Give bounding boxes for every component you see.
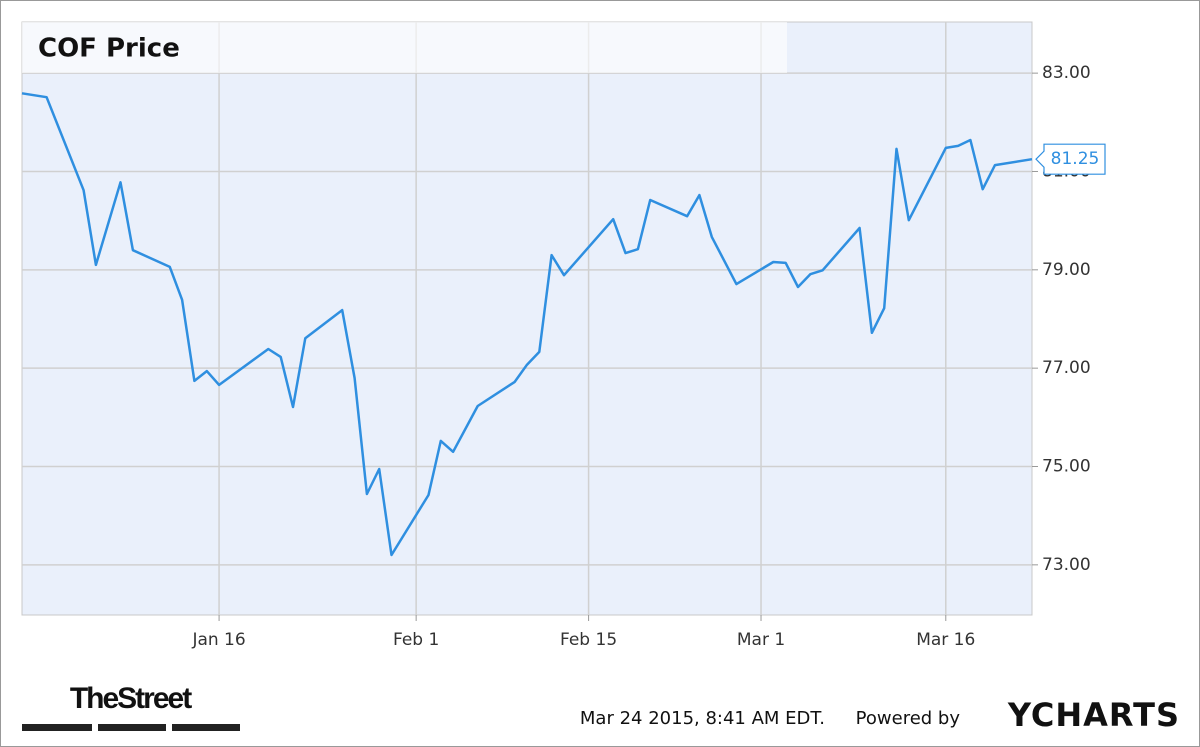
- chart-title: COF Price: [38, 34, 180, 64]
- plot-area: [21, 21, 1033, 616]
- brand-bar: [172, 724, 240, 731]
- y-tick-label: 79.00: [1042, 260, 1091, 280]
- brand: TheStreet: [70, 682, 192, 715]
- plot-background: [21, 21, 1033, 616]
- brand-bar: [22, 724, 92, 731]
- y-tick-label: 83.00: [1042, 63, 1091, 83]
- provider-logo: YCHARTS: [1007, 696, 1180, 734]
- x-tick-label: Feb 15: [560, 630, 617, 650]
- x-tick-label: Mar 1: [737, 630, 785, 650]
- x-tick-label: Mar 16: [916, 630, 975, 650]
- x-tick-label: Jan 16: [191, 630, 245, 650]
- price-line: [21, 92, 1033, 557]
- last-value-callout: [1035, 143, 1106, 175]
- y-tick-label: 77.00: [1042, 358, 1091, 378]
- brand-bar: [98, 724, 166, 731]
- title-band: [22, 22, 787, 73]
- y-tick-label: 73.00: [1042, 555, 1091, 575]
- timestamp: Mar 24 2015, 8:41 AM EDT.: [580, 708, 825, 729]
- x-tick-label: Feb 1: [393, 630, 439, 650]
- last-value-label: 81.25: [1051, 149, 1100, 169]
- powered-by: Powered by: [856, 708, 961, 729]
- y-tick-label: 75.00: [1042, 457, 1091, 477]
